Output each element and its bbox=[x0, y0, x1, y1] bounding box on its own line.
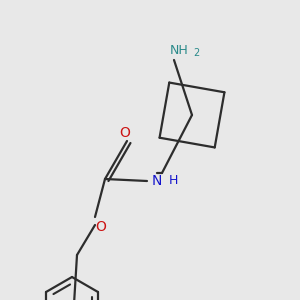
Text: O: O bbox=[120, 126, 130, 140]
Text: N: N bbox=[152, 174, 162, 188]
Text: NH: NH bbox=[169, 44, 188, 56]
Text: O: O bbox=[96, 220, 106, 234]
Text: H: H bbox=[168, 175, 178, 188]
Text: 2: 2 bbox=[193, 48, 199, 58]
